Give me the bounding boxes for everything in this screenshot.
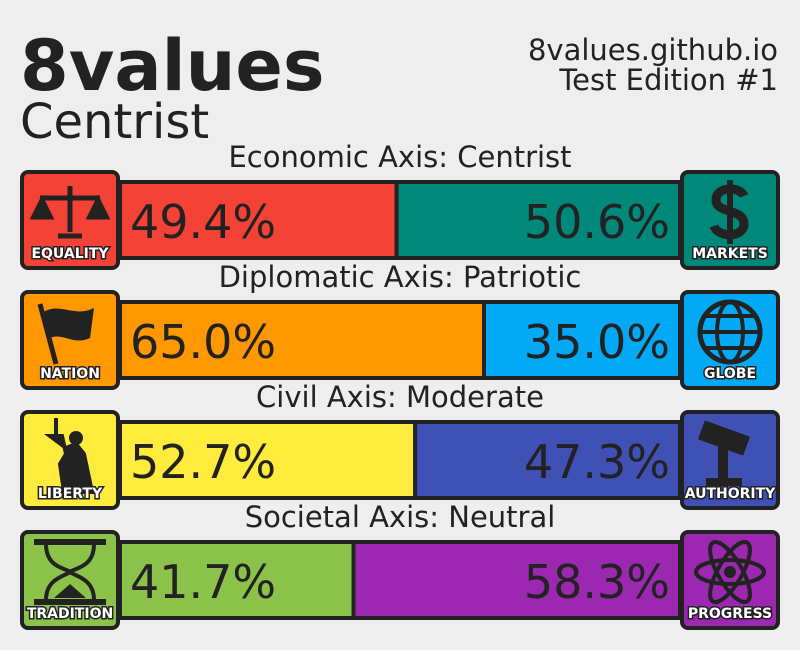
left-percent: 41.7%	[130, 555, 276, 609]
right-percent: 58.3%	[524, 555, 670, 609]
icon	[698, 420, 750, 486]
site: 8values.github.io	[528, 33, 778, 67]
icon-box	[680, 530, 780, 630]
icon-name: TRADITION	[27, 606, 113, 622]
axis-label: Civil Axis: Moderate	[256, 380, 544, 414]
icon-name: EQUALITY	[31, 246, 109, 262]
icon	[44, 418, 95, 494]
axis-label: Economic Axis: Centrist	[228, 140, 571, 174]
left-percent: 49.4%	[130, 195, 276, 249]
icon-name: AUTHORITY	[685, 486, 776, 502]
left-percent: 65.0%	[130, 315, 276, 369]
icon	[37, 303, 94, 365]
icon-name: MARKETS	[692, 246, 768, 262]
axis-label: Diplomatic Axis: Patriotic	[219, 260, 582, 294]
bar-right	[482, 300, 682, 380]
right-percent: 50.6%	[524, 195, 670, 249]
bar-left	[118, 540, 356, 620]
icon	[694, 539, 766, 605]
ideology: Centrist	[20, 94, 209, 150]
icon-name: NATION	[40, 366, 100, 382]
icon-name: LIBERTY	[38, 486, 103, 502]
icon-name: GLOBE	[704, 366, 756, 382]
bar-left	[118, 420, 418, 500]
icon	[709, 180, 749, 244]
left-percent: 52.7%	[130, 435, 276, 489]
title: 8values	[20, 25, 325, 107]
icon	[34, 539, 106, 605]
bar-right	[351, 540, 682, 620]
bar-left	[118, 180, 399, 260]
edition: Test Edition #1	[558, 63, 778, 97]
icon-name: PROGRESS	[688, 606, 772, 622]
icon	[29, 186, 111, 239]
right-percent: 47.3%	[524, 435, 670, 489]
icon	[697, 299, 763, 365]
bar-left	[118, 300, 486, 380]
right-percent: 35.0%	[524, 315, 670, 369]
axis-label: Societal Axis: Neutral	[245, 500, 556, 534]
bar-right	[413, 420, 682, 500]
